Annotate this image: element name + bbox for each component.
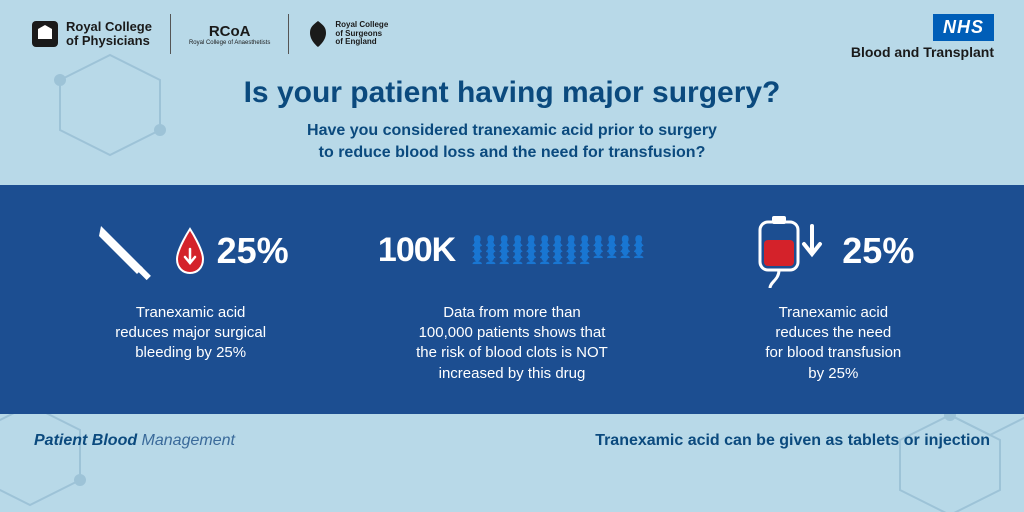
rcoa-name: RCoA xyxy=(209,23,251,40)
stat1-pct: 25% xyxy=(217,230,289,272)
logo-divider xyxy=(288,14,289,54)
logo-divider xyxy=(170,14,171,54)
stat2-caption: Data from more than 100,000 patients sho… xyxy=(372,303,652,384)
sub-title-line1: Have you considered tranexamic acid prio… xyxy=(307,122,717,139)
rcoa-subtitle: Royal College of Anaesthetists xyxy=(189,40,270,46)
main-title: Is your patient having major surgery? xyxy=(60,76,964,110)
scalpel-icon xyxy=(93,216,163,286)
footer-brand-bold: Patient Blood xyxy=(34,432,137,449)
stat3-pct: 25% xyxy=(842,230,914,272)
partner-logos: Royal College of Physicians RCoA Royal C… xyxy=(30,14,388,54)
footer-brand: Patient Blood Management xyxy=(34,432,235,450)
stat-bleeding: 25% Tranexamic acid reduces major surgic… xyxy=(51,211,331,364)
rcs-logo: Royal College of Surgeons of England xyxy=(307,19,388,49)
nhs-logo-block: NHS Blood and Transplant xyxy=(851,14,994,60)
stat-transfusion: 25% Tranexamic acid reduces the need for… xyxy=(693,211,973,384)
rcs-crest-icon xyxy=(307,19,329,49)
stats-band: 25% Tranexamic acid reduces major surgic… xyxy=(0,185,1024,414)
stat3-caption: Tranexamic acid reduces the need for blo… xyxy=(693,303,973,384)
rcoa-logo: RCoA Royal College of Anaesthetists xyxy=(189,23,270,46)
blood-bag-icon xyxy=(752,212,832,290)
nhs-subtitle: Blood and Transplant xyxy=(851,44,994,60)
nhs-logo: NHS xyxy=(933,14,994,41)
stat-clots: 100K 👤👤👤👤👤👤👤👤👤👤👤👤👤 👤👤👤👤👤👤👤👤👤👤👤👤👤 👤👤👤👤👤👤👤… xyxy=(372,211,652,384)
stat2-number: 100K xyxy=(378,231,455,270)
rcs-name: Royal College of Surgeons of England xyxy=(335,21,388,47)
rcp-name: Royal College of Physicians xyxy=(66,20,152,49)
sub-title: Have you considered tranexamic acid prio… xyxy=(60,120,964,165)
header: Royal College of Physicians RCoA Royal C… xyxy=(0,0,1024,66)
footer-note: Tranexamic acid can be given as tablets … xyxy=(595,432,990,450)
blood-drop-down-icon xyxy=(173,227,207,275)
stat1-caption: Tranexamic acid reduces major surgical b… xyxy=(51,303,331,364)
sub-title-line2: to reduce blood loss and the need for tr… xyxy=(319,144,706,161)
footer: Patient Blood Management Tranexamic acid… xyxy=(0,414,1024,450)
footer-brand-light: Management xyxy=(137,432,235,449)
people-icon-grid: 👤👤👤👤👤👤👤👤👤👤👤👤👤 👤👤👤👤👤👤👤👤👤👤👤👤👤 👤👤👤👤👤👤👤👤👤👤👤👤… xyxy=(471,239,646,263)
rcp-logo: Royal College of Physicians xyxy=(30,17,152,51)
rcp-crest-icon xyxy=(30,17,60,51)
title-area: Is your patient having major surgery? Ha… xyxy=(0,66,1024,185)
